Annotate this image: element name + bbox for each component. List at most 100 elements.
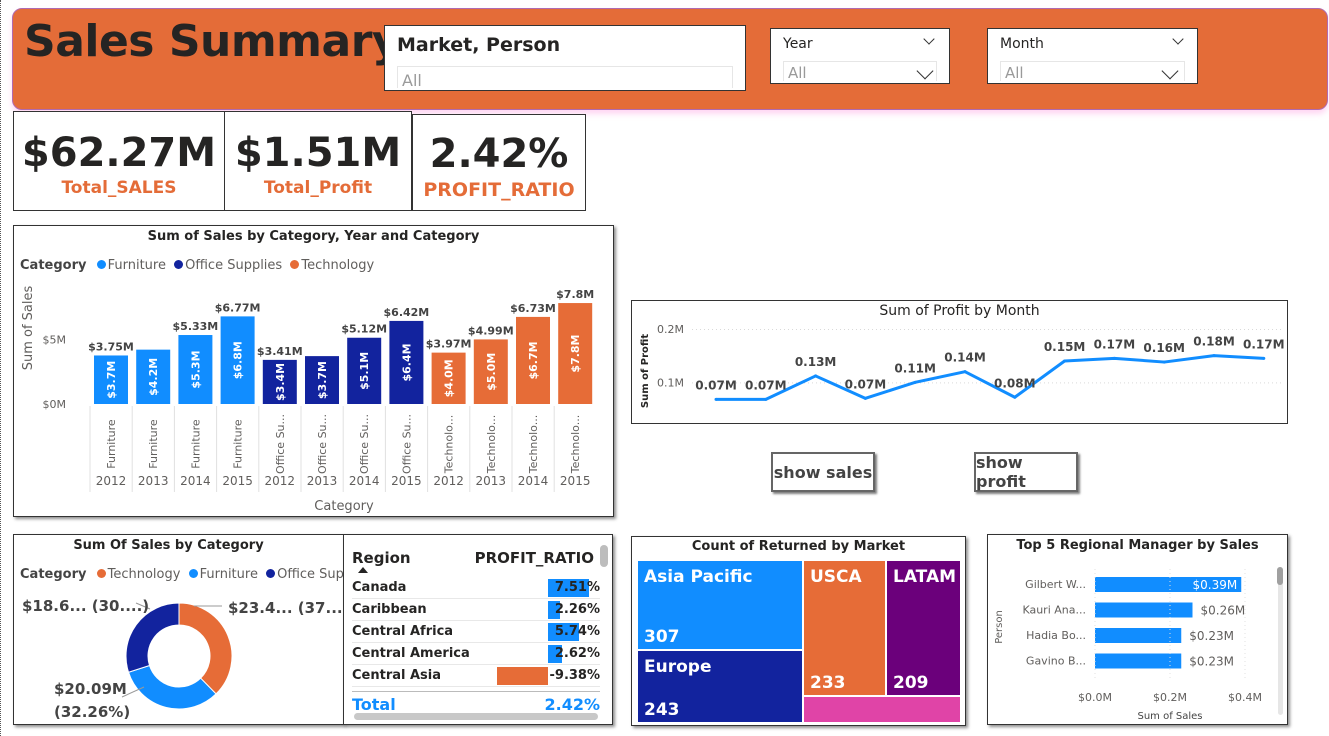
show-profit-button[interactable]: show profit xyxy=(974,452,1078,492)
table-total-row: Total 2.42% xyxy=(352,691,600,717)
column-header-profit-ratio[interactable]: PROFIT_RATIO xyxy=(474,549,594,567)
line-data-label: 0.16M xyxy=(1143,341,1185,355)
treemap-tile-usca[interactable]: USCA 233 xyxy=(803,560,886,696)
treemap-tile-latam[interactable]: LATAM 209 xyxy=(886,560,961,696)
top5-managers-chart[interactable]: Top 5 Regional Manager by Sales Person Gi… xyxy=(987,534,1288,725)
line-point xyxy=(1063,359,1067,363)
bar xyxy=(347,337,382,404)
line-data-label: 0.07M xyxy=(695,378,737,392)
line-data-label: 0.15M xyxy=(1044,340,1086,354)
bar-inside-label: $5.1M xyxy=(358,352,371,390)
x-category-label: Furniture xyxy=(147,419,160,469)
legend-item: Office Sup... xyxy=(277,567,357,582)
line-data-label: 0.07M xyxy=(745,378,787,392)
profit-ratio-cell: 2.26% xyxy=(554,602,600,617)
slice-label: $20.09M xyxy=(54,680,127,698)
tile-name: LATAM xyxy=(893,567,957,587)
tile-count: 243 xyxy=(644,700,680,720)
bar-data-label: $6.42M xyxy=(384,306,430,319)
table-row[interactable]: Canada 7.51% xyxy=(352,577,600,599)
y-category-label: Kauri Ana... xyxy=(1022,604,1086,617)
region-profit-table[interactable]: Region PROFIT_RATIO Canada 7.51% Caribbean… xyxy=(343,534,613,725)
data-bar xyxy=(548,601,561,619)
table-row[interactable]: Caribbean 2.26% xyxy=(352,599,600,621)
bar xyxy=(136,349,171,404)
kpi-value: $62.27M xyxy=(21,130,217,176)
bar-data-label: $5.12M xyxy=(341,323,387,336)
bar xyxy=(1095,577,1242,592)
profit-by-month-chart[interactable]: Sum of Profit by Month Sum of Profit 0.1M… xyxy=(631,300,1288,424)
vertical-scrollbar[interactable] xyxy=(1277,567,1283,585)
sales-by-category-donut[interactable]: Sum Of Sales by Category Category Techno… xyxy=(13,534,356,725)
market-person-slicer[interactable]: Market, Person All xyxy=(384,23,1112,91)
x-category-label: Technolo... xyxy=(527,415,540,474)
y-axis-title: Person xyxy=(994,610,1005,644)
slicer-dropdown[interactable]: All xyxy=(783,61,937,82)
profit-ratio-cell: 7.51% xyxy=(554,580,600,595)
bar xyxy=(305,356,339,404)
donut-slice xyxy=(178,602,233,695)
bar xyxy=(431,352,466,404)
treemap-tile-europe[interactable]: Europe 243 xyxy=(637,650,803,723)
sort-ascending-icon[interactable] xyxy=(358,567,368,573)
line-data-label: 0.07M xyxy=(845,377,887,391)
slicer-dropdown[interactable]: All xyxy=(1000,61,1185,82)
bar-inside-label: $5.3M xyxy=(189,350,202,388)
vertical-scrollbar[interactable] xyxy=(600,545,608,567)
x-category-label: Technolo... xyxy=(485,415,498,474)
year-slicer[interactable]: Year All xyxy=(770,28,950,84)
leader-line xyxy=(135,602,151,610)
chevron-down-icon[interactable] xyxy=(1172,33,1184,45)
chart-legend: Category Technology Furniture Office Sup… xyxy=(20,567,356,582)
bar xyxy=(389,320,424,404)
line-point xyxy=(1212,354,1216,358)
line-point xyxy=(963,370,967,374)
y-tick-label: $0M xyxy=(43,398,67,411)
horizontal-scrollbar[interactable] xyxy=(354,713,598,720)
region-cell: Caribbean xyxy=(352,602,427,617)
donut-slice xyxy=(127,664,217,710)
vertical-scrollbar-track[interactable] xyxy=(1278,567,1283,715)
bar xyxy=(1095,602,1193,618)
legend-item: Technology xyxy=(301,258,375,273)
treemap-tile-other[interactable] xyxy=(803,696,961,723)
region-cell: Central Asia xyxy=(352,668,442,683)
bar-data-label: $3.75M xyxy=(88,340,134,353)
line-point xyxy=(863,396,867,400)
legend-dot xyxy=(96,260,106,269)
x-year-label: 2014 xyxy=(180,474,211,488)
line-data-label: 0.17M xyxy=(1094,337,1136,351)
legend-dot xyxy=(96,569,106,578)
bar-inside-label: $6.7M xyxy=(527,341,540,379)
show-sales-button[interactable]: show sales xyxy=(771,452,875,492)
bar-data-label: $3.41M xyxy=(257,345,303,358)
table-row[interactable]: Central Africa 5.74% xyxy=(352,621,600,643)
kpi-value: $1.51M xyxy=(234,130,402,176)
legend-item: Office Supplies xyxy=(185,258,283,273)
y-category-label: Hadia Bo... xyxy=(1026,629,1086,642)
sales-by-category-year-chart[interactable]: Sum of Sales by Category, Year and Categ… xyxy=(13,225,614,517)
column-header-region[interactable]: Region xyxy=(352,549,411,567)
slice-label: $18.6... (30....) xyxy=(22,597,149,615)
slicer-label: Market, Person xyxy=(397,34,561,56)
y-category-label: Gavino B... xyxy=(1026,655,1086,668)
returned-by-market-treemap[interactable]: Count of Returned by Market Asia Pacific… xyxy=(631,536,966,726)
bar-data-label: $0.26M xyxy=(1201,604,1246,618)
x-year-label: 2013 xyxy=(476,474,507,488)
bar-inside-label: $4.2M xyxy=(147,358,160,396)
line-data-label: 0.14M xyxy=(944,351,986,365)
bar-data-label: $6.77M xyxy=(215,301,261,314)
bar-inside-label: $4.0M xyxy=(443,359,456,397)
x-tick-label: $0.2M xyxy=(1153,691,1187,704)
chart-title: Sum of Sales by Category, Year and Categ… xyxy=(147,229,480,244)
chevron-down-icon[interactable] xyxy=(923,33,935,45)
table-row[interactable]: Central Asia -9.38% xyxy=(352,665,600,687)
slicer-dropdown[interactable]: All xyxy=(397,66,733,90)
treemap-tile-asia-pacific[interactable]: Asia Pacific 307 xyxy=(637,560,803,650)
tile-count: 233 xyxy=(810,673,846,693)
bar xyxy=(178,335,213,404)
table-row[interactable]: Central America 2.62% xyxy=(352,643,600,665)
month-slicer[interactable]: Month All xyxy=(987,28,1198,84)
tile-name: USCA xyxy=(810,567,862,587)
table-header: Region PROFIT_RATIO xyxy=(352,541,600,567)
